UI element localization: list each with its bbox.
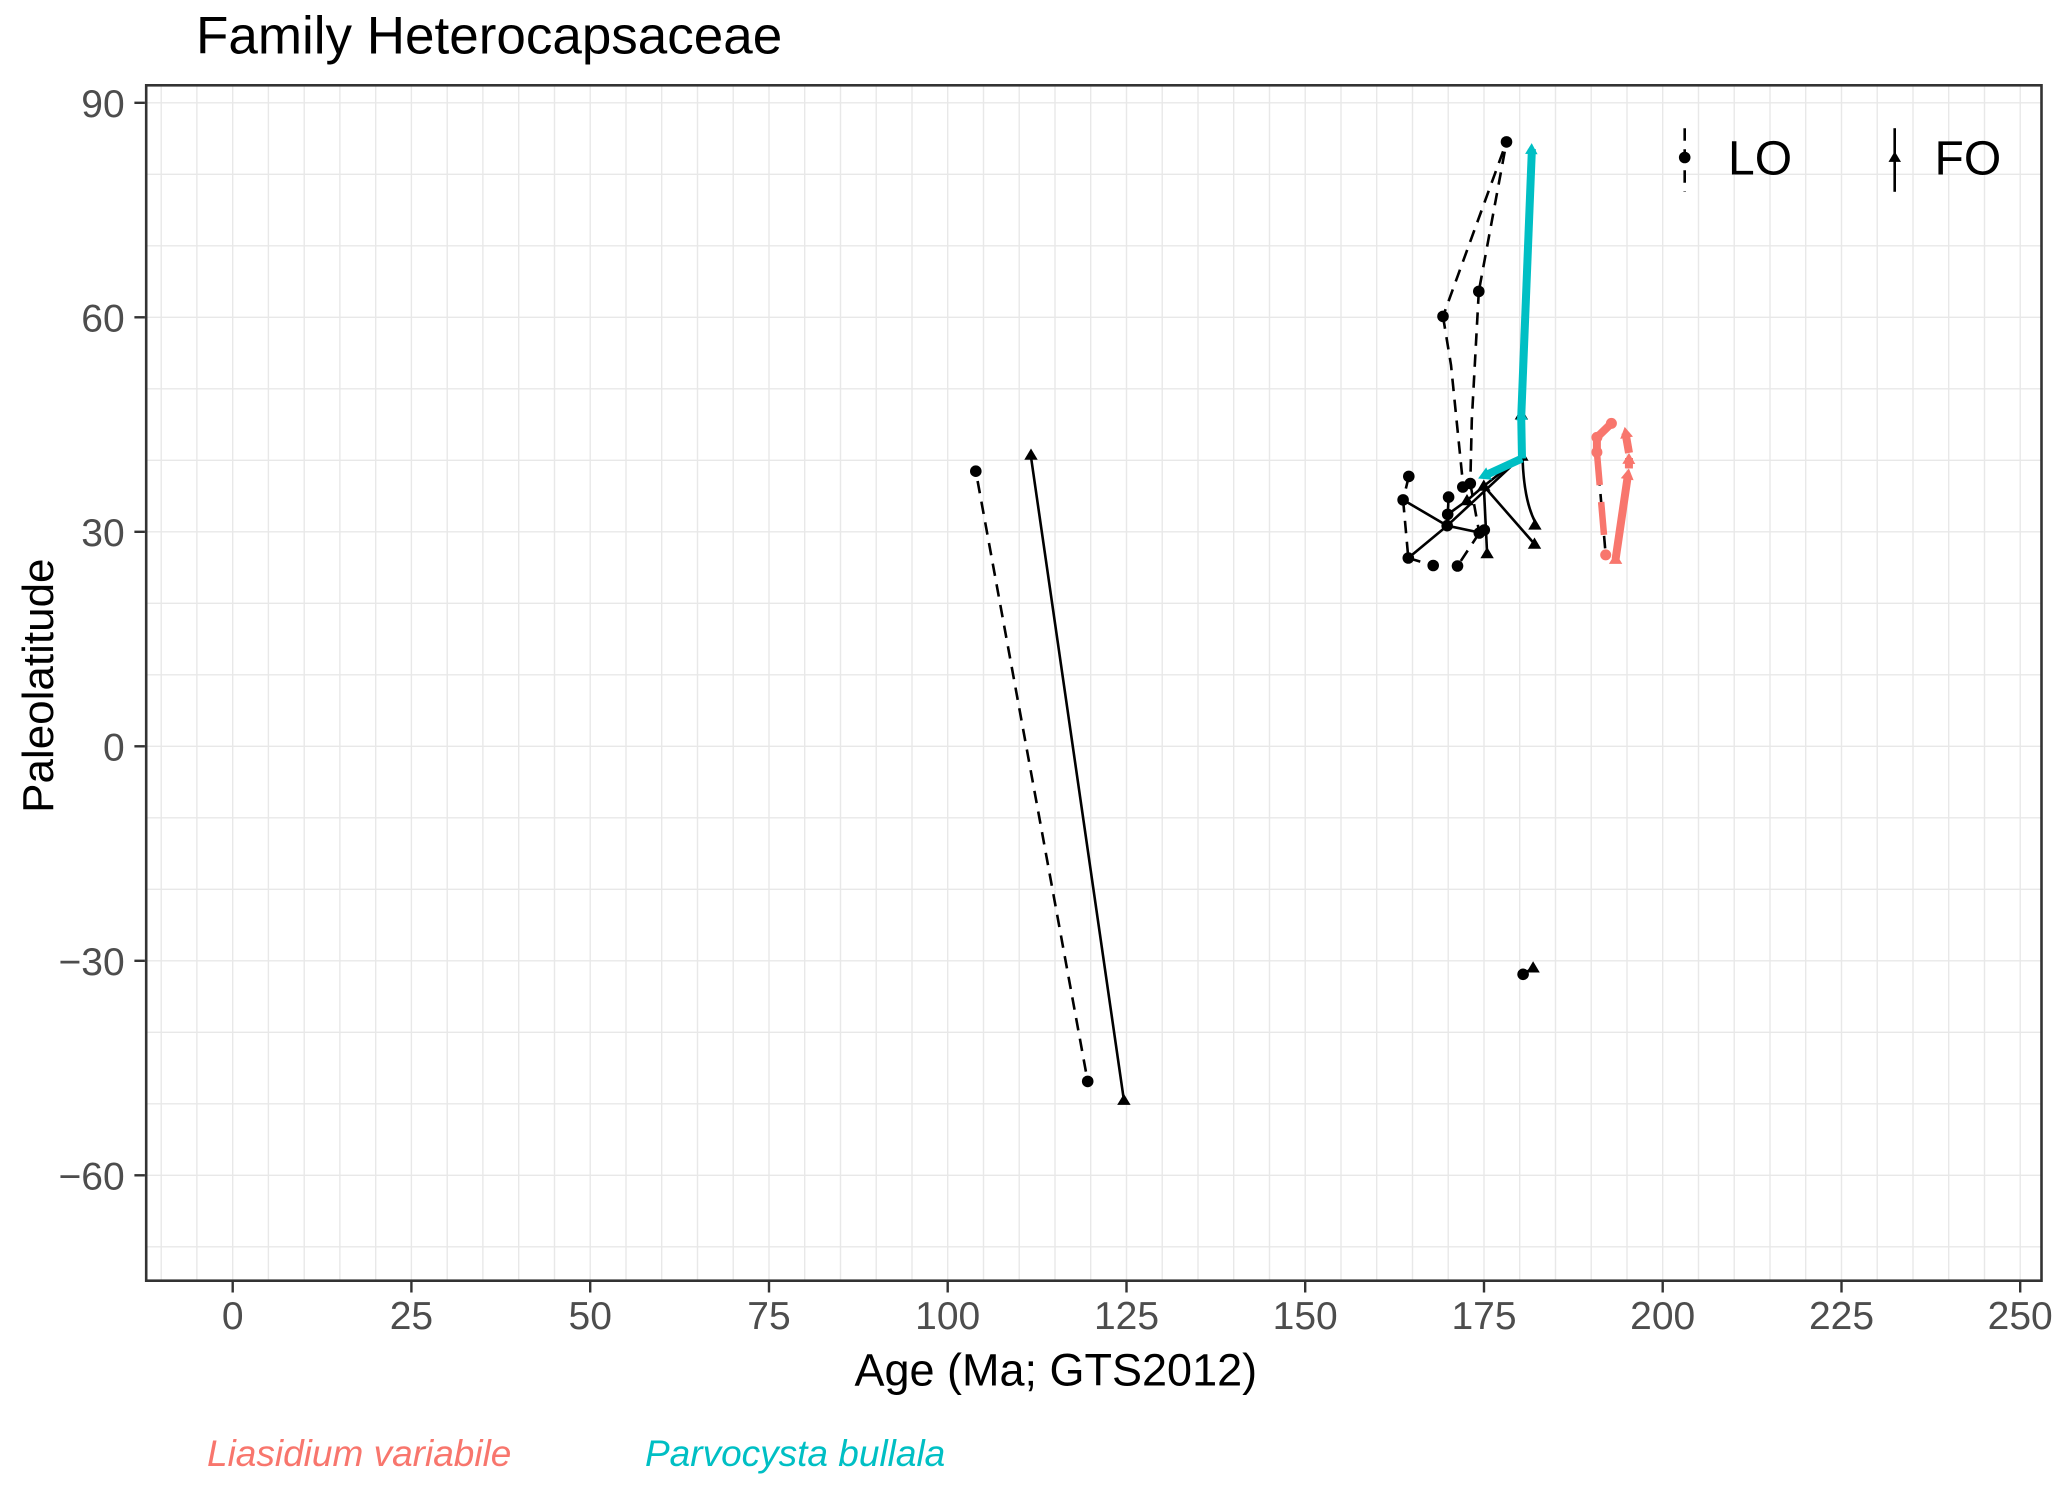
- svg-text:150: 150: [1273, 1295, 1338, 1338]
- svg-text:250: 250: [1988, 1295, 2053, 1338]
- svg-text:−60: −60: [59, 1156, 125, 1199]
- svg-text:−30: −30: [59, 941, 125, 984]
- svg-text:60: 60: [81, 298, 124, 341]
- svg-text:50: 50: [569, 1295, 612, 1338]
- svg-text:LO: LO: [1728, 133, 1792, 186]
- svg-text:Parvocysta bullala: Parvocysta bullala: [645, 1433, 945, 1474]
- svg-text:100: 100: [915, 1295, 980, 1338]
- svg-text:30: 30: [81, 512, 124, 555]
- svg-text:125: 125: [1094, 1295, 1159, 1338]
- svg-text:Liasidium variabile: Liasidium variabile: [207, 1433, 511, 1474]
- svg-text:200: 200: [1630, 1295, 1695, 1338]
- svg-text:Age (Ma; GTS2012): Age (Ma; GTS2012): [854, 1345, 1257, 1396]
- svg-text:Paleolatitude: Paleolatitude: [14, 558, 63, 812]
- svg-text:0: 0: [222, 1295, 244, 1338]
- svg-text:90: 90: [81, 83, 124, 126]
- svg-text:175: 175: [1451, 1295, 1516, 1338]
- svg-text:75: 75: [747, 1295, 790, 1338]
- svg-text:0: 0: [103, 727, 125, 770]
- svg-text:25: 25: [390, 1295, 433, 1338]
- svg-text:225: 225: [1809, 1295, 1874, 1338]
- svg-text:Family Heterocapsaceae: Family Heterocapsaceae: [196, 7, 782, 66]
- svg-text:FO: FO: [1935, 133, 2002, 186]
